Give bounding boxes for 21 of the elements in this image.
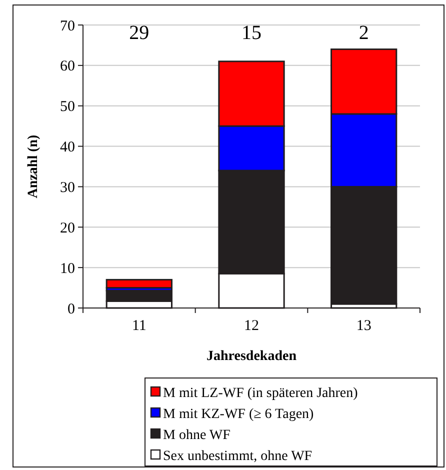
annotation: 2 [358,22,369,44]
annotation: 29 [129,22,150,44]
x-axis-title: Jahresdekaden [206,349,297,364]
x-tick-label: 11 [132,318,146,334]
annotation: 15 [242,22,262,44]
y-tick-label: 50 [60,99,75,116]
legend-label: M ohne WF [163,428,231,443]
y-axis-title: Anzahl (n) [26,134,41,198]
y-tick-label: 60 [60,58,75,75]
legend-label: M mit KZ-WF (≥ 6 Tagen) [163,406,314,422]
x-tick-label: 12 [244,318,259,334]
bar [106,278,172,289]
legend-label: M mit LZ-WF (in späteren Jahren) [163,386,358,401]
legend-label: Sex unbestimmt, ohne WF [163,448,312,464]
y-tick-label: 20 [60,220,75,236]
y-tick-label: 70 [60,18,75,34]
y-tick-label: 10 [60,260,75,277]
y-tick-label: 0 [68,301,75,318]
x-tick-label: 13 [356,318,372,334]
y-tick-label: 40 [60,140,75,156]
y-tick-label: 30 [60,180,75,196]
